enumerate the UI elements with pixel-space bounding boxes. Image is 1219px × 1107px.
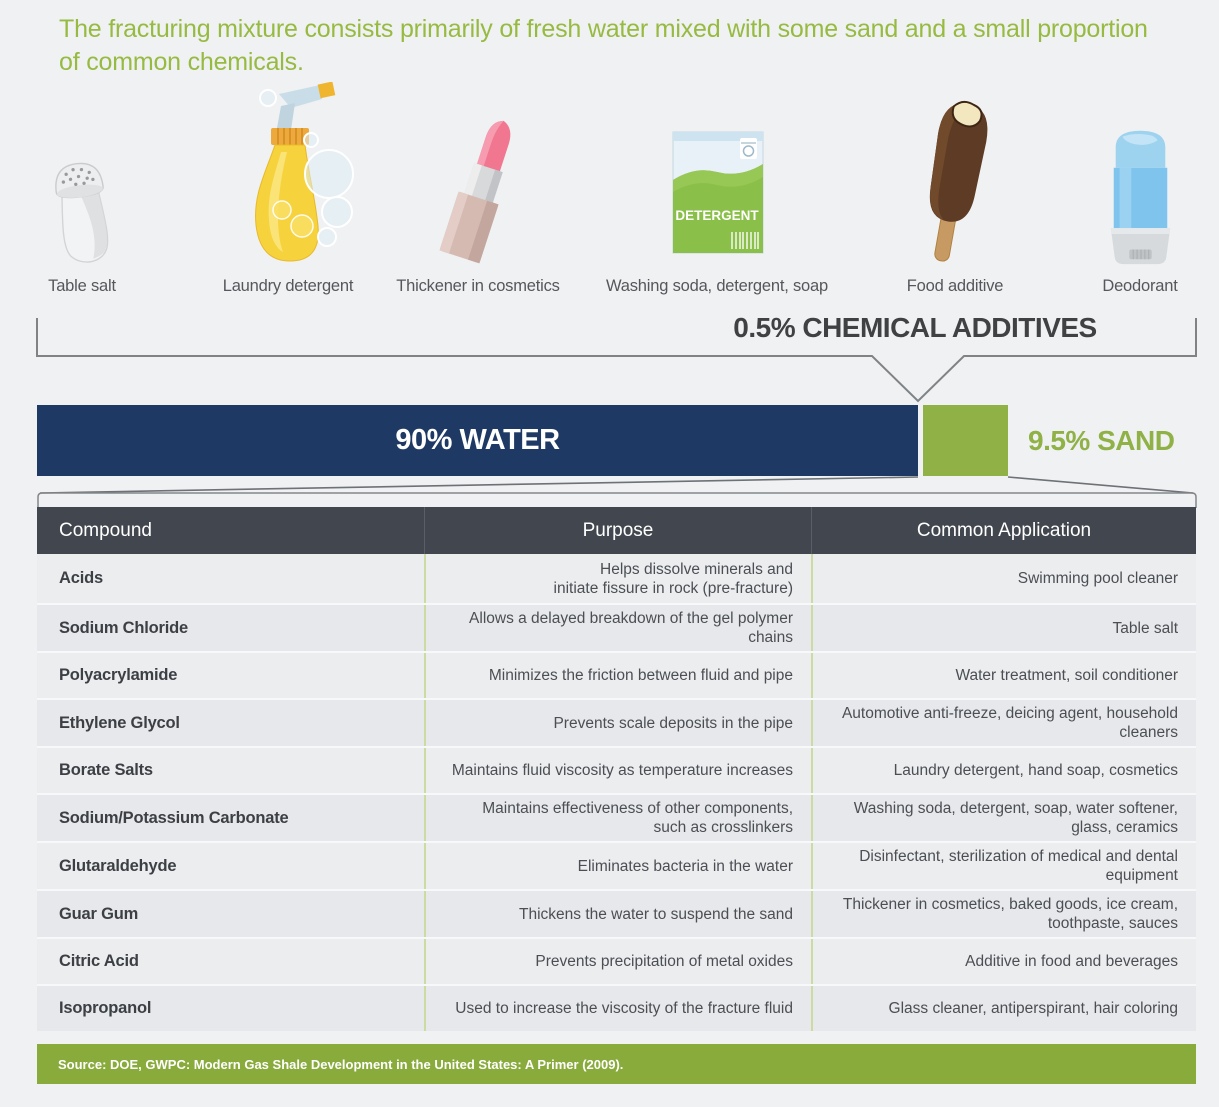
purpose-cell: Prevents scale deposits in the pipe [424,700,811,746]
water-bar: 90% WATER [37,405,918,476]
detergent-box-icon: DETERGENT [672,131,763,254]
table-row: Sodium/Potassium Carbonate Maintains effe… [37,793,1196,841]
compound-cell: Borate Salts [59,761,153,779]
table-row: Citric Acid Prevents precipitation of met… [37,937,1196,984]
chemicals-table: Compound Purpose Common Application Acid… [37,507,1196,1031]
purpose-cell: Maintains effectiveness of other compone… [424,795,811,841]
product-icons-row: Table salt Laundry detergent [0,82,1219,296]
purpose-cell: Used to increase the viscosity of the fr… [424,986,811,1031]
table-top-band [37,492,1197,508]
application-cell: Thickener in cosmetics, baked goods, ice… [811,891,1196,937]
icon-label: Table salt [48,277,116,295]
icon-label: Food additive [906,277,1004,295]
icon-item-lipstick: Thickener in cosmetics [368,108,588,296]
water-bar-label: 90% WATER [395,424,560,456]
compound-cell: Guar Gum [59,904,139,923]
table-row: Acids Helps dissolve minerals and initiat… [37,554,1196,603]
compound-cell: Citric Acid [59,952,139,970]
application-cell: Water treatment, soil conditioner [811,653,1196,698]
lipstick-icon [439,120,511,264]
compound-cell: Sodium/Potassium Carbonate [59,808,289,827]
salt-shaker-icon [54,162,108,263]
compound-cell: Isopropanol [59,999,152,1017]
purpose-cell: Eliminates bacteria in the water [424,843,811,889]
detergent-box-text: DETERGENT [675,208,759,223]
icon-label: Laundry detergent [222,277,354,295]
purpose-cell: Helps dissolve minerals and initiate fis… [424,554,811,603]
application-cell: Automotive anti-freeze, deicing agent, h… [811,700,1196,746]
table-body: Acids Helps dissolve minerals and initiat… [37,554,1196,1031]
icon-item-table-salt: Table salt [0,143,192,296]
purpose-cell: Maintains fluid viscosity as temperature… [424,748,811,793]
purpose-cell: Minimizes the friction between fluid and… [424,653,811,698]
ice-cream-bar-icon [929,100,988,262]
icon-label: Thickener in cosmetics [396,277,560,295]
chemical-additives-label: 0.5% CHEMICAL ADDITIVES [733,312,1097,343]
source-footer: Source: DOE, GWPC: Modern Gas Shale Deve… [37,1044,1196,1084]
table-row: Ethylene Glycol Prevents scale deposits i… [37,698,1196,746]
table-row: Polyacrylamide Minimizes the friction bet… [37,651,1196,698]
application-cell: Additive in food and beverages [811,939,1196,984]
compound-cell: Glutaraldehyde [59,856,177,875]
compound-cell: Ethylene Glycol [59,713,180,732]
purpose-cell: Allows a delayed breakdown of the gel po… [424,605,811,651]
table-row: Sodium Chloride Allows a delayed breakdow… [37,603,1196,651]
application-cell: Washing soda, detergent, soap, water sof… [811,795,1196,841]
icon-item-washing-soda: DETERGENT Washing soda, detergent, soap [606,120,828,296]
table-header-purpose: Purpose [424,507,811,554]
sand-label: 9.5% SAND [1028,424,1175,456]
application-cell: Laundry detergent, hand soap, cosmetics [811,748,1196,793]
application-cell: Disinfectant, sterilization of medical a… [811,843,1196,889]
table-row: Borate Salts Maintains fluid viscosity as… [37,746,1196,793]
icon-label: Washing soda, detergent, soap [606,277,828,295]
application-cell: Glass cleaner, antiperspirant, hair colo… [811,986,1196,1031]
compound-cell: Acids [59,569,103,587]
purpose-cell: Thickens the water to suspend the sand [424,891,811,937]
funnel-line-left [39,476,919,494]
table-row: Isopropanol Used to increase the viscosit… [37,984,1196,1031]
table-row: Guar Gum Thickens the water to suspend th… [37,889,1196,937]
spray-bottle-icon [254,82,354,262]
icon-item-food-additive: Food additive [845,96,1065,296]
compound-cell: Polyacrylamide [59,666,178,684]
table-row: Glutaraldehyde Eliminates bacteria in the… [37,841,1196,889]
application-cell: Table salt [811,605,1196,651]
icon-item-laundry-detergent: Laundry detergent [178,82,398,296]
funnel-line-right [1007,476,1194,494]
compound-cell: Sodium Chloride [59,618,189,637]
icon-item-deodorant: Deodorant [1030,124,1219,296]
sand-square [923,405,1008,476]
table-header-compound: Compound [59,519,152,541]
page-title: The fracturing mixture consists primaril… [59,15,1148,76]
application-cell: Swimming pool cleaner [811,554,1196,603]
icon-label: Deodorant [1102,277,1178,295]
purpose-cell: Prevents precipitation of metal oxides [424,939,811,984]
table-header-application: Common Application [811,507,1196,554]
deodorant-stick-icon [1110,130,1170,265]
source-text: Source: DOE, GWPC: Modern Gas Shale Deve… [58,1056,624,1072]
table-header-row: Compound Purpose Common Application [37,507,1196,554]
